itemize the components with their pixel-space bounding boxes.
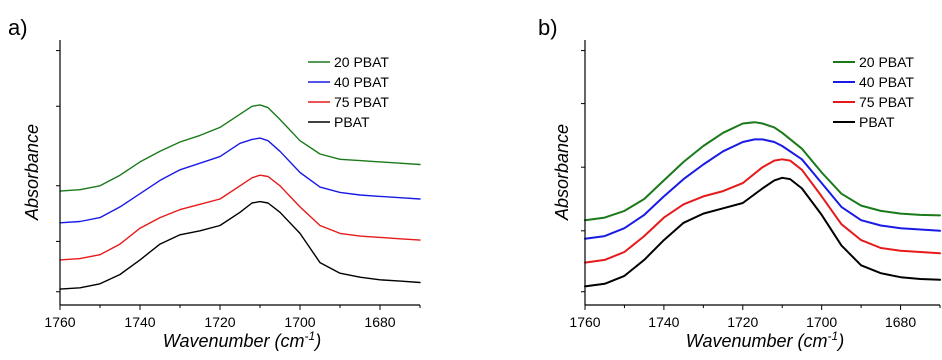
panel-b-series-20-pbat: [584, 121, 941, 222]
panel-a-series-75-pbat: [59, 174, 421, 261]
panel-b-x-tick-label: 1760: [569, 314, 600, 330]
panel-b-x-tick-label: 1740: [648, 314, 679, 330]
panel-b-series-75-pbat: [584, 158, 941, 264]
panel-a-x-tick-label: 1720: [204, 314, 235, 330]
panel-a-legend-label: 40 PBAT: [334, 74, 389, 90]
panel-a-legend-label: 75 PBAT: [334, 94, 389, 110]
panel-b-series-pbat: [584, 176, 941, 288]
panel-a-x-tick-label: 1740: [124, 314, 155, 330]
panel-a-label: a): [8, 15, 28, 40]
panel-a: a) 1760 1740 1720 1700 1680 Absorbance Wavenumb…: [8, 15, 421, 351]
panel-b-legend-label: 40 PBAT: [859, 74, 914, 90]
panel-a-y-axis-title: Absorbance: [22, 124, 42, 221]
panel-b-x-tick-label: 1720: [727, 314, 758, 330]
panel-a-x-tick-label: 1760: [44, 314, 75, 330]
panel-a-x-tick-label: 1700: [284, 314, 315, 330]
panel-a-series-20-pbat: [59, 104, 421, 192]
panel-b-legend-label: 75 PBAT: [859, 94, 914, 110]
panel-b-x-tick-label: 1700: [806, 314, 837, 330]
panel-b-label: b): [538, 15, 558, 40]
panel-a-x-axis-title: Wavenumber (cm-1): [163, 329, 321, 351]
panel-b-x-tick-label: 1680: [885, 314, 916, 330]
panel-a-legend-label: 20 PBAT: [334, 54, 389, 70]
panel-a-series-40-pbat: [59, 137, 421, 224]
panel-a-legend-label: PBAT: [334, 114, 370, 130]
panel-a-x-tick-label: 1680: [364, 314, 395, 330]
panel-a-series-pbat: [59, 200, 421, 290]
panel-b: b) 1760 1740 1720 1700 1680 Absorbance Wavenumb…: [538, 15, 941, 351]
panel-b-legend-label: 20 PBAT: [859, 54, 914, 70]
panel-b-x-axis-title: Wavenumber (cm-1): [686, 329, 844, 351]
panel-b-y-axis-title: Absorbance: [552, 124, 572, 221]
panel-b-series-40-pbat: [584, 138, 941, 240]
panel-b-legend-label: PBAT: [859, 114, 895, 130]
